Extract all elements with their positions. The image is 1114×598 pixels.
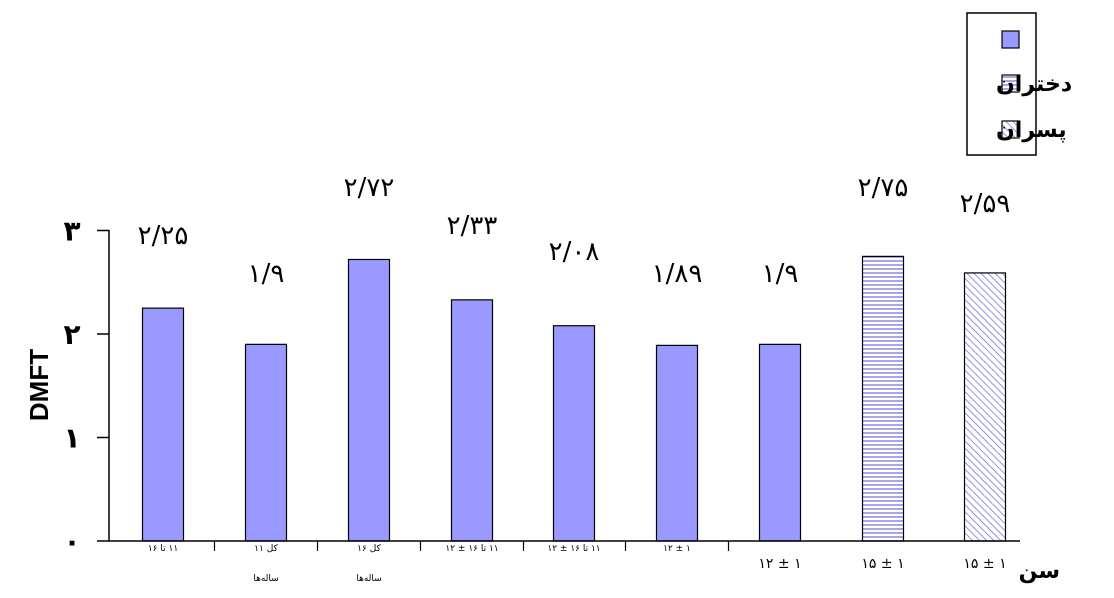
x-axis-label: سن <box>1019 559 1060 584</box>
category-label: ۱۱ تا ۱۶ ± ۱۲ <box>445 544 498 554</box>
category-label: ۱۱ تا ۱۶ ± ۱۲ <box>547 544 600 554</box>
data-label: ۲/۷۲ <box>344 173 395 203</box>
data-label: ۱/۸۹ <box>652 259 703 289</box>
category-label: ۱۱ تا ۱۶ <box>148 544 178 554</box>
data-label: ۲/۵۹ <box>960 189 1011 219</box>
category-label: کل ۱۶ <box>357 544 381 554</box>
bar <box>552 325 596 542</box>
bar <box>963 272 1007 542</box>
category-label: ۱ ± ۱۵ <box>963 556 1006 572</box>
bar <box>450 299 494 542</box>
category-labels: ۱۱ تا ۱۶ کل ۱۱ ساله‌ها کل ۱۶ ساله‌ها ۱۱ تا ۱۶… <box>148 541 1007 584</box>
y-tick-label: ۳ <box>63 215 80 248</box>
y-tick-label: ۰ <box>63 525 80 558</box>
value-labels: ۲/۲۵ ۱/۹ ۲/۷۲ ۲/۳۳ ۲/۰۸ ۱/۸۹ ۱/۹ ۲/۷۵ ۲/۵۹ <box>138 173 1011 289</box>
legend: دختران پسران <box>966 12 1072 156</box>
bar <box>347 258 391 542</box>
category-label: کل ۱۱ <box>254 544 278 554</box>
category-label: ساله‌ها <box>253 574 278 584</box>
y-ticks: ۰ ۱ ۲ ۳ <box>63 215 109 558</box>
category-label: ۱ ± ۱۵ <box>861 556 904 572</box>
data-label: ۲/۷۵ <box>858 173 909 203</box>
bar <box>655 344 699 542</box>
category-label: ساله‌ها <box>356 574 381 584</box>
legend-swatch <box>1001 74 1020 93</box>
axes <box>108 230 1020 542</box>
legend-swatch <box>1001 120 1020 139</box>
y-tick-label: ۲ <box>63 318 80 351</box>
data-label: ۱/۹ <box>762 259 799 289</box>
bars <box>141 255 1007 542</box>
category-label: ۱ ± ۱۲ <box>663 544 691 554</box>
data-label: ۲/۰۸ <box>549 237 600 267</box>
bar <box>141 307 185 542</box>
legend-swatch <box>1001 30 1020 49</box>
category-label: ۱ ± ۱۲ <box>758 556 801 572</box>
bar <box>244 343 288 542</box>
data-label: ۲/۲۵ <box>138 221 189 251</box>
y-axis-label: DMFT <box>24 349 54 421</box>
bar <box>861 255 905 542</box>
y-tick-label: ۱ <box>63 422 80 455</box>
bar <box>758 343 802 542</box>
data-label: ۱/۹ <box>248 259 285 289</box>
legend-label: دختران <box>996 72 1072 97</box>
data-label: ۲/۳۳ <box>447 211 498 241</box>
legend-label: پسران <box>996 118 1067 143</box>
